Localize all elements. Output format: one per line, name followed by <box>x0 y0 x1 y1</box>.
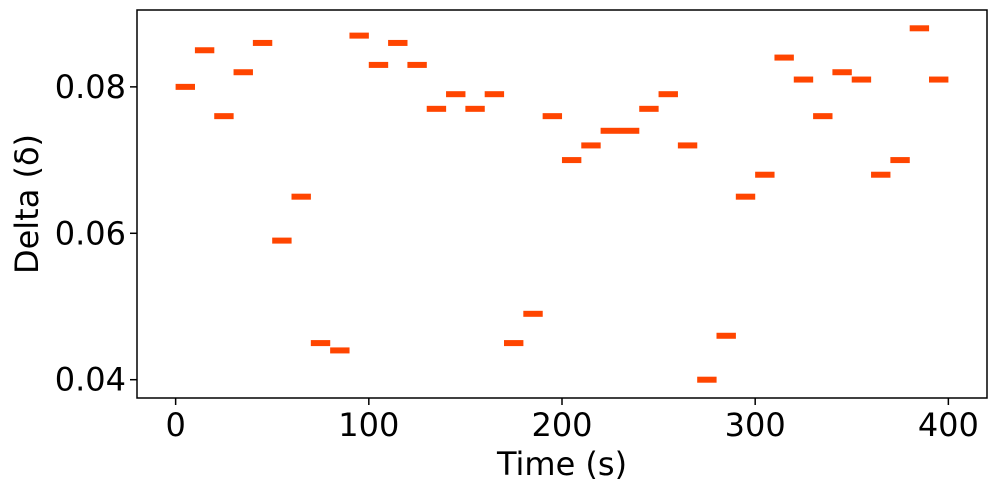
y-axis-label: Delta (δ) <box>8 134 46 274</box>
data-point <box>349 32 369 39</box>
y-tick-label: 0.04 <box>55 361 126 399</box>
data-point <box>426 105 447 112</box>
data-point <box>214 113 234 120</box>
data-point <box>793 76 814 83</box>
data-point <box>465 105 485 112</box>
data-point <box>929 76 949 83</box>
x-tick-label: 200 <box>531 406 592 444</box>
data-point <box>851 76 872 83</box>
x-axis: 0 100 200 300 400 <box>165 398 979 444</box>
y-tick-label: 0.06 <box>55 214 126 252</box>
data-point <box>368 61 389 68</box>
data-point <box>697 376 717 383</box>
data-point <box>272 237 292 244</box>
data-point <box>504 340 524 347</box>
x-tick-label: 0 <box>165 406 185 444</box>
data-point <box>639 105 659 112</box>
data-point <box>658 91 678 98</box>
x-tick-label: 400 <box>918 406 979 444</box>
plot-background <box>137 10 987 398</box>
data-point <box>194 47 215 54</box>
data-point <box>561 157 582 164</box>
data-point <box>291 193 311 200</box>
data-point <box>407 61 427 68</box>
data-point <box>890 157 910 164</box>
y-tick-label: 0.08 <box>55 68 126 106</box>
data-point <box>871 171 891 178</box>
data-point <box>832 69 852 76</box>
data-point <box>252 39 273 46</box>
data-point <box>542 113 563 120</box>
data-point <box>175 83 195 90</box>
data-point <box>484 91 505 98</box>
y-axis: 0.04 0.06 0.08 <box>55 68 137 399</box>
data-point <box>388 39 408 46</box>
data-point <box>446 91 466 98</box>
data-point <box>330 347 350 354</box>
data-point <box>310 340 331 347</box>
data-point <box>600 127 620 134</box>
data-point <box>677 142 698 149</box>
x-axis-label: Time (s) <box>496 445 627 483</box>
data-point <box>716 332 736 339</box>
x-tick-label: 300 <box>725 406 786 444</box>
data-point <box>755 171 775 178</box>
data-point <box>523 310 543 317</box>
data-marks <box>175 25 949 383</box>
data-point <box>909 25 930 32</box>
data-point <box>619 127 640 134</box>
data-point <box>774 54 794 61</box>
data-point <box>735 193 756 200</box>
data-point <box>813 113 833 120</box>
data-point <box>233 69 253 76</box>
x-tick-label: 100 <box>338 406 399 444</box>
data-point <box>581 142 601 149</box>
